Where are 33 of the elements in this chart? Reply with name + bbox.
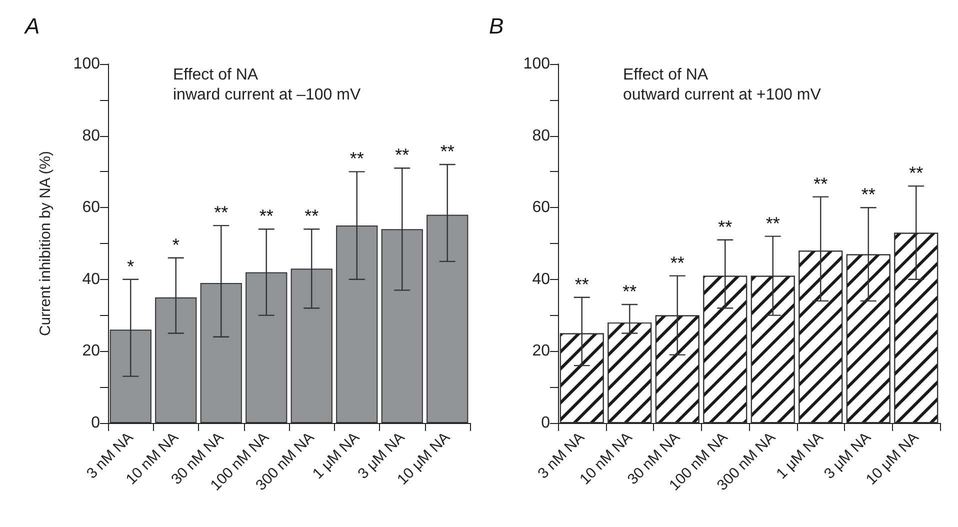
annotation: **	[766, 213, 780, 234]
annotation: **	[622, 282, 637, 302]
annotation: *	[172, 234, 180, 255]
y-tick-label: 100	[523, 56, 550, 72]
annotation: **	[304, 206, 319, 226]
y-tick-label: 20	[532, 342, 550, 360]
annotation: **	[814, 174, 828, 194]
y-tick-label: 80	[532, 127, 550, 144]
y-tick-label: 40	[532, 270, 550, 288]
annotation: **	[909, 163, 924, 184]
y-tick-label: 60	[532, 199, 550, 216]
text: Effect of NA outward current at +100 mV	[623, 66, 822, 104]
y-tick-label: 20	[82, 342, 100, 360]
annotation: *	[127, 256, 134, 276]
y-tick-label: 80	[82, 127, 100, 144]
text: Effect of NA inward current at –100 mV	[173, 66, 361, 104]
y-axis-title: Current inhibition by NA (%)	[37, 150, 54, 336]
y-tick-label: 0	[91, 414, 100, 432]
annotation: **	[395, 145, 410, 166]
annotation: **	[259, 206, 274, 226]
annotation: **	[718, 216, 732, 237]
annotation: **	[214, 202, 228, 223]
annotation: **	[350, 148, 364, 169]
y-tick-label: 40	[82, 270, 100, 288]
annotation: **	[670, 252, 684, 273]
y-tick-label: 0	[541, 414, 550, 432]
annotation: **	[440, 142, 454, 162]
chart-title: A	[23, 14, 40, 38]
chart-title: B	[489, 14, 504, 38]
annotation: **	[861, 184, 876, 205]
annotation: **	[574, 274, 589, 294]
y-tick-label: 60	[82, 199, 100, 216]
y-tick-label: 100	[73, 56, 100, 72]
